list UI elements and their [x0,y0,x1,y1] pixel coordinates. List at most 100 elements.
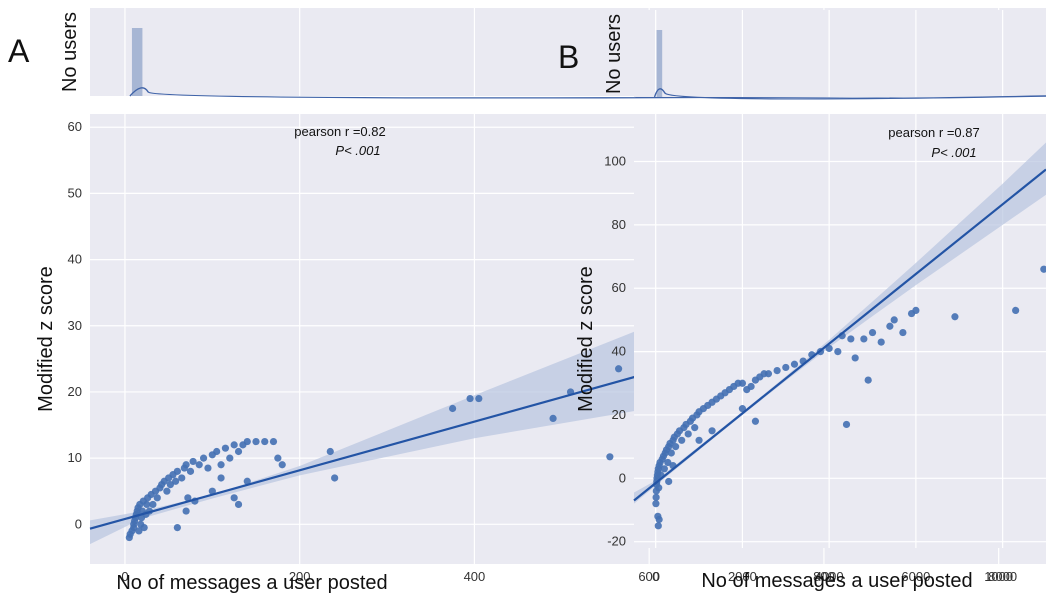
panel-a-point [195,461,203,469]
panel-a-point [182,507,190,515]
panel-b-point [842,420,851,429]
panel-b-point [738,405,747,413]
panel-b-xtick-label: 2000 [728,569,757,584]
panel-b-annotation-p: P< .001 [931,145,976,160]
panel-b-ytick-label: 100 [604,154,626,169]
panel-a-ytick-label: 40 [68,252,82,267]
panel-a-point [326,447,334,456]
panel-a-point [204,464,212,472]
panel-b-point [665,477,673,486]
panel-b-point [652,493,660,501]
panel-a-xtick-label: 600 [638,569,660,584]
panel-a-point [140,524,148,532]
panel-b-point [851,354,859,362]
panel-b-point [912,306,920,315]
panel-b-point [695,436,703,444]
panel-b-point [1040,265,1046,273]
panel-a-point [166,480,174,489]
panel-b-point [847,335,855,343]
panel-b-point [1012,306,1020,315]
panel-a-point [173,467,181,475]
panel-b-point [664,458,672,467]
panel-a-xtick-label: 800 [813,569,835,584]
panel-a-density-curve [129,87,1046,99]
panel-b-ytick-label: 80 [612,217,626,232]
panel-b-xtick-label: 8000 [988,569,1017,584]
panel-b-point [860,335,868,343]
panel-b-point [738,379,747,387]
panel-b-ytick-label: 0 [619,470,626,485]
panel-b-point [684,430,692,438]
panel-b-ytick-label: -20 [607,534,626,549]
panel-a-point [199,454,208,462]
panel-a-point [331,474,339,482]
panel-a-xtick-label: 400 [464,569,486,584]
panel-b-ytick-label: 40 [612,344,626,359]
panel-a-annotation-r: pearson r =0.82 [294,124,385,139]
panel-b-point [834,347,842,356]
panel-b-ytick-label: 60 [612,280,626,295]
panel-a-point [217,474,225,482]
panel-a-point [475,394,483,403]
panel-b-point [825,344,833,353]
panel-b-regression-line [633,168,1046,502]
panel-a-point [549,414,557,423]
panel-b-label: B [558,39,579,75]
panel-a-point [230,494,238,502]
panel-a-marginal-ylabel: No users [59,12,81,92]
panel-b-point [773,366,781,375]
panel-b-point [667,449,675,457]
panel-b-point [877,338,885,346]
panel-b-point [864,376,872,384]
panel-a-xtick-label: 0 [121,569,128,584]
panel-a-ytick-label: 0 [75,516,82,531]
panel-a-xtick-label: 1000 [984,569,1013,584]
panel-b-xtick-label: 6000 [901,569,930,584]
panel-b-point [751,417,760,425]
panel-b-xtick-label: 0 [652,569,659,584]
panel-b-hist-bar [656,30,663,97]
panel-a-point [466,394,474,403]
panel-a-point [274,454,282,462]
panel-b-point [654,522,662,530]
panel-a-point [243,477,251,485]
panel-a-point [143,500,151,509]
panel-b-xtick-label: 4000 [815,569,844,584]
panel-a-point [173,524,181,532]
panel-b-point [660,465,668,473]
panel-a-point [615,365,623,373]
panel-a-xlabel: No of messages a user posted [116,572,387,593]
panel-b-density-curve [653,88,1046,100]
panel-a-point [217,461,225,469]
panel-a-point [184,494,192,502]
panel-b-ticks: 0 2000 4000 6000 8000 -20 0 20 40 60 80 100 [604,154,1017,584]
panel-b-point [678,436,686,444]
panel-a-point [606,453,614,461]
panel-a-point [135,527,143,535]
panel-a-hist-bar [131,28,143,96]
panel-a-point [178,474,186,482]
panel-a-point [243,437,251,446]
panel-a-point [163,487,171,495]
panel-b-point [890,316,898,324]
panel-b-point [708,427,716,435]
panel-a-point [230,441,238,449]
panel-a-ytick-label: 60 [68,119,82,134]
panel-b-point [868,328,877,337]
panel-b-ylabel: Modified z score [575,266,597,412]
panel-a-point [234,447,243,456]
panel-a-point [149,500,157,509]
panel-a-point [182,461,190,469]
panel-a-point [278,461,286,469]
panel-a-point [269,437,278,446]
panel-a-point [189,457,197,466]
panel-b-point [790,360,799,368]
panel-b-point [764,370,773,378]
panel-a-point [153,494,161,502]
panel-a-point [226,454,234,462]
panel-b-point [747,382,755,391]
panel-a-point [261,437,269,446]
panel-a-ylabel: Modified z score [35,266,57,412]
